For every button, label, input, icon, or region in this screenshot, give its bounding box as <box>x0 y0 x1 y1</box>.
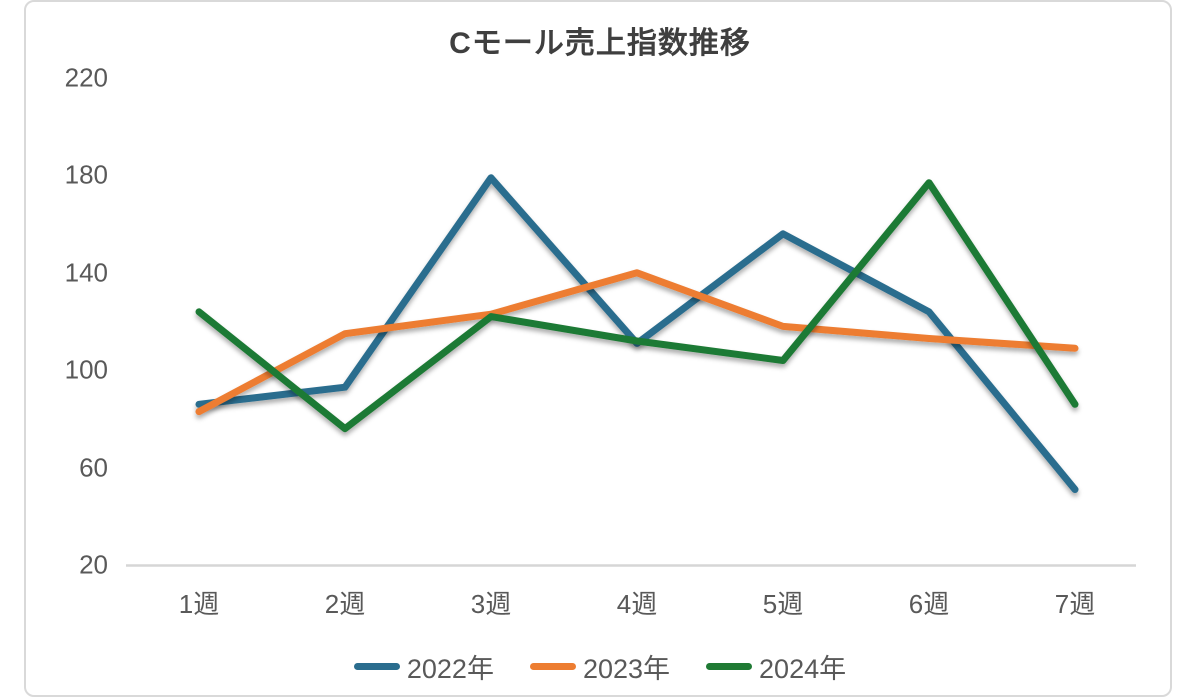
legend-item-2: 2024年 <box>706 647 846 686</box>
x-category-label: 6週 <box>908 589 950 619</box>
legend-swatch-icon <box>353 662 400 670</box>
legend-swatch-icon <box>706 662 753 670</box>
x-category-label: 5週 <box>762 589 804 619</box>
x-category-label: 7週 <box>1054 589 1096 619</box>
y-tick-label: 100 <box>64 354 108 385</box>
series-line-0 <box>195 174 1079 493</box>
series-line-2 <box>195 179 1079 433</box>
x-category-label: 2週 <box>324 589 366 619</box>
y-tick-label: 220 <box>64 62 108 93</box>
legend-label: 2022年 <box>406 653 494 684</box>
x-category-label: 4週 <box>616 589 658 619</box>
legend-item-1: 2023年 <box>529 647 671 686</box>
legend: 2022年 2023年 2024年 <box>0 644 1200 688</box>
legend-swatch-icon <box>529 662 576 670</box>
series-line-1 <box>195 269 1079 416</box>
chart-title: Cモール売上指数推移 <box>449 27 751 60</box>
chart-frame <box>24 0 1172 697</box>
legend-label: 2023年 <box>582 653 671 684</box>
y-tick-label: 180 <box>64 159 108 190</box>
x-category-label: 3週 <box>470 589 512 619</box>
x-category-label: 1週 <box>178 589 220 619</box>
legend-label: 2024年 <box>759 653 847 684</box>
y-tick-label: 20 <box>79 549 108 580</box>
y-tick-label: 140 <box>64 257 108 288</box>
legend-item-0: 2022年 <box>353 647 494 686</box>
y-tick-label: 60 <box>79 452 108 483</box>
